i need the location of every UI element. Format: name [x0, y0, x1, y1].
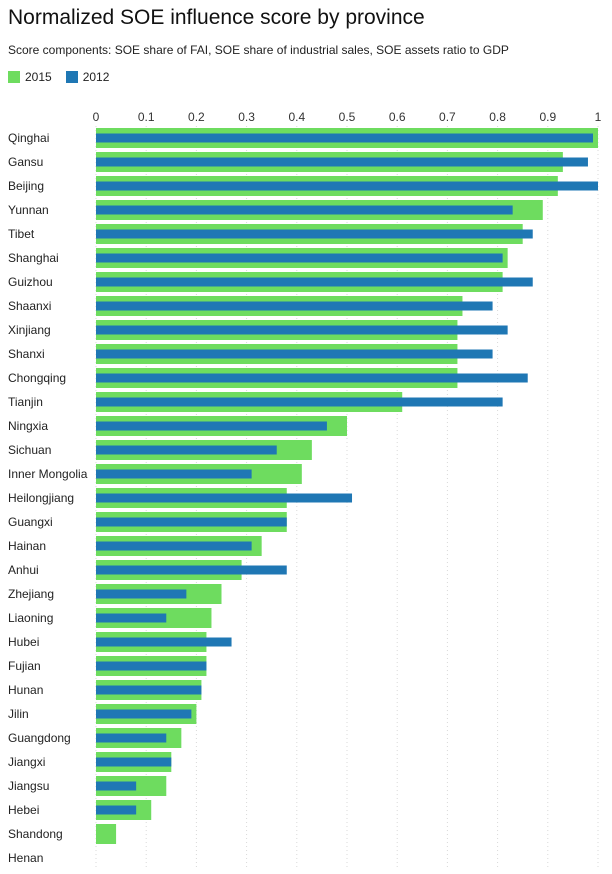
bar-2012[interactable]: [96, 757, 172, 767]
x-tick-label: 0.5: [339, 110, 356, 124]
category-label: Beijing: [8, 179, 44, 193]
category-label: Shandong: [8, 827, 63, 841]
bar-2012[interactable]: [96, 349, 493, 359]
bar-2012[interactable]: [96, 301, 493, 311]
bar-2012[interactable]: [96, 685, 202, 695]
bar-2012[interactable]: [96, 781, 137, 791]
bar-2012[interactable]: [96, 805, 137, 815]
bar-2012[interactable]: [96, 445, 277, 455]
category-label: Shanxi: [8, 347, 45, 361]
legend-swatch-2015: [8, 71, 20, 83]
legend-label-2015: 2015: [25, 70, 52, 84]
legend-swatch-2012: [65, 71, 78, 83]
category-label: Hebei: [8, 803, 39, 817]
bar-2012[interactable]: [96, 133, 593, 143]
bar-2012[interactable]: [96, 325, 508, 335]
bar-2012[interactable]: [96, 229, 533, 239]
category-label: Xinjiang: [8, 323, 51, 337]
category-label: Guizhou: [8, 275, 53, 289]
category-label: Jiangsu: [8, 779, 49, 793]
bar-2012[interactable]: [96, 613, 167, 623]
bar-2012[interactable]: [96, 589, 187, 599]
category-label: Henan: [8, 851, 43, 865]
category-label: Hubei: [8, 635, 39, 649]
category-label: Shaanxi: [8, 299, 51, 313]
category-label: Jilin: [8, 707, 29, 721]
legend-item-2012[interactable]: 2012: [65, 70, 110, 84]
category-label: Shanghai: [8, 251, 59, 265]
bar-2012[interactable]: [96, 541, 252, 551]
bar-2012[interactable]: [96, 733, 167, 743]
category-label: Tibet: [8, 227, 35, 241]
x-tick-label: 0.4: [288, 110, 305, 124]
category-label: Heilongjiang: [8, 491, 74, 505]
bar-2012[interactable]: [96, 397, 503, 407]
category-label: Yunnan: [8, 203, 49, 217]
bar-2012[interactable]: [96, 421, 327, 431]
category-label: Ningxia: [8, 419, 48, 433]
bar-2012[interactable]: [96, 181, 598, 191]
x-tick-label: 0.3: [238, 110, 255, 124]
category-label: Qinghai: [8, 131, 49, 145]
category-label: Hainan: [8, 539, 46, 553]
category-label: Guangxi: [8, 515, 53, 529]
category-label: Tianjin: [8, 395, 43, 409]
category-label: Chongqing: [8, 371, 66, 385]
bar-2012[interactable]: [96, 709, 192, 719]
x-tick-label: 0.9: [539, 110, 556, 124]
category-label: Guangdong: [8, 731, 71, 745]
category-label: Zhejiang: [8, 587, 54, 601]
bar-2012[interactable]: [96, 517, 287, 527]
bar-2012[interactable]: [96, 637, 232, 647]
x-tick-label: 0: [93, 110, 100, 124]
legend-item-2015[interactable]: 2015: [8, 70, 52, 84]
category-label: Gansu: [8, 155, 43, 169]
category-label: Inner Mongolia: [8, 467, 88, 481]
x-tick-label: 1: [595, 110, 602, 124]
bar-2012[interactable]: [96, 661, 207, 671]
legend-label-2012: 2012: [82, 70, 110, 84]
bar-2012[interactable]: [96, 277, 533, 287]
bar-2015[interactable]: [96, 824, 117, 844]
bar-2012[interactable]: [96, 565, 287, 575]
x-tick-label: 0.8: [489, 110, 506, 124]
bar-2012[interactable]: [96, 205, 513, 215]
category-label: Fujian: [8, 659, 41, 673]
chart-title: Normalized SOE influence score by provin…: [8, 6, 425, 29]
x-tick-label: 0.2: [188, 110, 205, 124]
bar-2012[interactable]: [96, 157, 588, 167]
bar-2012[interactable]: [96, 493, 353, 503]
bar-2012[interactable]: [96, 253, 503, 263]
category-label: Hunan: [8, 683, 43, 697]
legend: 2015 2012: [8, 70, 123, 84]
x-tick-label: 0.7: [439, 110, 456, 124]
x-tick-label: 0.6: [389, 110, 406, 124]
category-label: Sichuan: [8, 443, 51, 457]
x-tick-label: 0.1: [138, 110, 155, 124]
bar-2012[interactable]: [96, 469, 252, 479]
bar-2012[interactable]: [96, 373, 528, 383]
category-label: Jiangxi: [8, 755, 45, 769]
category-label: Anhui: [8, 563, 39, 577]
category-label: Liaoning: [8, 611, 53, 625]
chart-subtitle: Score components: SOE share of FAI, SOE …: [8, 43, 509, 57]
